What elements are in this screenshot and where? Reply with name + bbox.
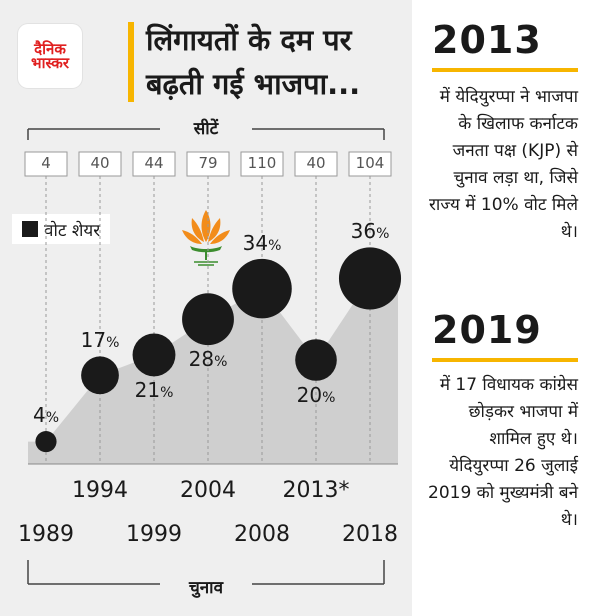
vote-share-label: 28% bbox=[168, 347, 248, 371]
percent-sign: % bbox=[268, 237, 282, 254]
chart-svg bbox=[24, 128, 402, 585]
elections-label: चुनाव bbox=[188, 578, 224, 598]
note-text-2019: में 17 विधायक कांग्रेस छोड़कर भाजपा में … bbox=[428, 375, 578, 530]
election-year: 2018 bbox=[342, 522, 398, 547]
percent-sign: % bbox=[45, 410, 60, 427]
election-year: 2004 bbox=[180, 478, 236, 503]
note-year-2019: 2019 bbox=[432, 308, 542, 352]
seat-count: 40 bbox=[90, 154, 110, 172]
vote-share-label: 34% bbox=[222, 231, 302, 255]
vote-share-value: 36 bbox=[350, 219, 377, 244]
vote-share-bubble bbox=[132, 333, 176, 377]
percent-sign: % bbox=[376, 226, 390, 243]
legend-swatch bbox=[22, 221, 38, 237]
chart-title: लिंगायतों के दम पर बढ़ती गई भाजपा... bbox=[146, 23, 361, 101]
vote-share-bubble bbox=[338, 247, 402, 310]
vote-share-bubble bbox=[35, 431, 57, 453]
vote-share-value: 21 bbox=[134, 378, 161, 403]
vote-share-label: 4% bbox=[6, 403, 86, 427]
seat-count: 40 bbox=[306, 154, 326, 172]
seat-box bbox=[132, 151, 176, 177]
seat-box bbox=[348, 151, 392, 177]
logo-text: दैनिक भास्कर bbox=[31, 40, 69, 72]
seat-box bbox=[78, 151, 122, 177]
legend: वोट शेयर bbox=[12, 214, 111, 244]
vote-share-value: 17 bbox=[80, 328, 107, 353]
vote-share-label: 21% bbox=[114, 378, 194, 402]
vote-share-value: 28 bbox=[188, 347, 215, 372]
note-year-2013: 2013 bbox=[432, 18, 542, 62]
vote-share-value: 4 bbox=[32, 403, 46, 428]
vote-share-value: 20 bbox=[296, 382, 323, 407]
vote-share-bubble bbox=[295, 339, 337, 381]
legend-label: वोट शेयर bbox=[44, 220, 101, 241]
seat-count: 79 bbox=[198, 154, 218, 172]
seat-box bbox=[240, 151, 284, 177]
percent-sign: % bbox=[106, 335, 120, 352]
seats-label: सीटें bbox=[193, 119, 219, 139]
election-year: 2008 bbox=[234, 522, 290, 547]
seat-box bbox=[24, 151, 68, 177]
notes-panel bbox=[416, 0, 600, 616]
vote-share-area bbox=[28, 278, 398, 464]
title-accent-bar bbox=[128, 22, 134, 102]
percent-sign: % bbox=[160, 385, 174, 402]
vote-share-label: 36% bbox=[330, 219, 410, 243]
vote-share-bubble bbox=[81, 356, 119, 395]
vote-share-value: 34 bbox=[242, 230, 269, 255]
seat-count: 4 bbox=[41, 154, 51, 172]
seat-count: 44 bbox=[144, 154, 164, 172]
election-year: 1989 bbox=[18, 522, 74, 547]
vote-share-bubble bbox=[182, 293, 234, 346]
election-year: 2013* bbox=[282, 478, 350, 503]
seat-count: 110 bbox=[247, 154, 277, 172]
note-divider-2019 bbox=[432, 358, 578, 362]
note-text-2013: में येदियुरप्पा ने भाजपा के खिलाफ कर्नाट… bbox=[428, 87, 578, 242]
seat-count: 104 bbox=[355, 154, 385, 172]
seat-box bbox=[186, 151, 230, 177]
percent-sign: % bbox=[214, 354, 228, 371]
dainik-bhaskar-logo: दैनिक भास्कर bbox=[18, 24, 82, 88]
seat-box bbox=[294, 151, 338, 177]
election-year: 1994 bbox=[72, 478, 128, 503]
vote-share-label: 20% bbox=[276, 383, 356, 407]
vote-share-bubble bbox=[232, 258, 292, 319]
percent-sign: % bbox=[322, 389, 336, 406]
vote-share-label: 17% bbox=[60, 328, 140, 352]
election-year: 1999 bbox=[126, 522, 182, 547]
note-divider-2013 bbox=[432, 68, 578, 72]
